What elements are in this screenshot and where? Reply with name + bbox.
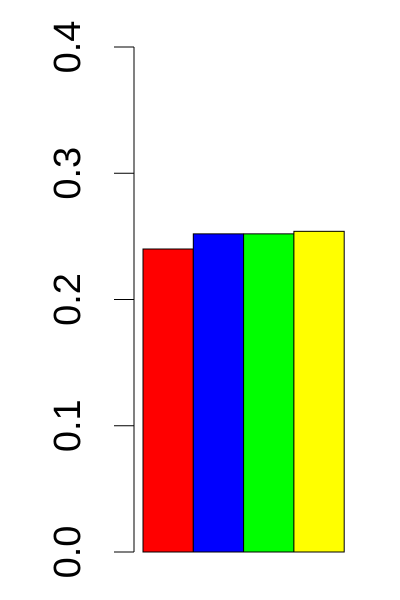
y-tick-label: 0.2 xyxy=(47,273,89,326)
bar xyxy=(192,233,245,553)
bar xyxy=(142,248,194,553)
bars-group xyxy=(142,230,345,553)
bar xyxy=(293,230,345,553)
y-tick-label: 0.3 xyxy=(47,147,89,200)
y-tick-label: 0.1 xyxy=(47,399,89,452)
y-tick-label: 0.4 xyxy=(47,21,89,74)
y-axis: 0.0 0.1 0.2 0.3 0.4 xyxy=(47,21,135,579)
y-tick-label: 0.0 xyxy=(47,526,89,579)
bar xyxy=(243,233,295,553)
